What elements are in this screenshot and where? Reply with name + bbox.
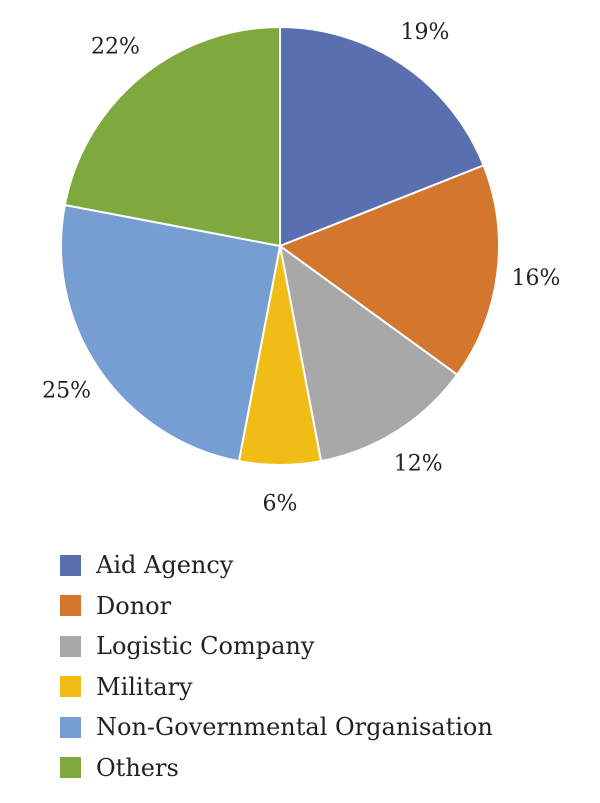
pie-slice-non-governmental-organisation <box>60 203 282 463</box>
legend-item-logistic-company: Logistic Company <box>60 626 493 667</box>
pie-value-labels: 19% 16% 12% 6% 25% 22% <box>42 20 560 516</box>
legend-label: Aid Agency <box>96 551 234 580</box>
data-label-logistic-company: 12% <box>394 451 443 476</box>
pie-slice-donor <box>277 164 500 377</box>
legend-swatch <box>60 716 81 738</box>
data-label-donor: 16% <box>512 266 561 291</box>
data-label-non-governmental-organisation: 25% <box>42 379 91 404</box>
data-label-others: 22% <box>91 35 140 60</box>
legend-label: Military <box>96 672 193 701</box>
legend-swatch <box>60 595 81 617</box>
pie-slice-aid-agency <box>279 25 485 248</box>
data-label-aid-agency: 19% <box>401 20 450 45</box>
legend-label: Donor <box>96 591 172 620</box>
pie-slice-logistic-company <box>278 243 459 463</box>
legend-swatch <box>60 757 81 779</box>
legend-swatch <box>60 554 81 576</box>
legend-label: Others <box>96 753 179 782</box>
pie-slices <box>60 25 500 466</box>
pie-slice-others <box>63 25 281 248</box>
legend-swatch <box>60 676 81 698</box>
legend-item-non-governmental-organisation: Non-Governmental Organisation <box>60 707 493 748</box>
data-label-military: 6% <box>263 492 298 517</box>
legend-label: Logistic Company <box>96 632 315 661</box>
legend-item-others: Others <box>60 748 493 789</box>
legend: Aid Agency Donor Logistic Company Military N… <box>60 545 493 788</box>
legend-swatch <box>60 635 81 657</box>
legend-item-aid-agency: Aid Agency <box>60 545 493 586</box>
legend-label: Non-Governmental Organisation <box>96 713 493 742</box>
legend-item-military: Military <box>60 667 493 708</box>
pie-chart: 19% 16% 12% 6% 25% 22% <box>42 20 560 516</box>
legend-item-donor: Donor <box>60 586 493 627</box>
